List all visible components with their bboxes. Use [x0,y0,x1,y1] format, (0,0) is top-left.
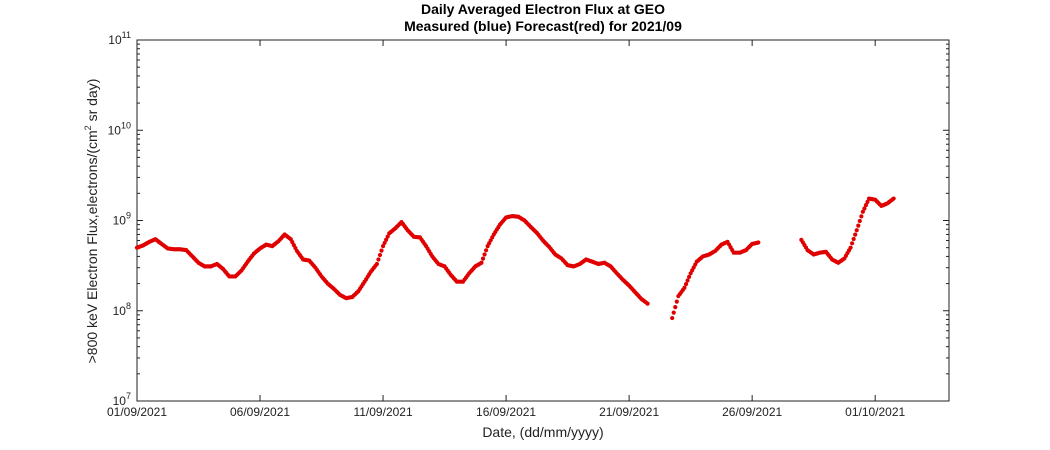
data-point [860,209,865,214]
x-tick-label: 26/09/2021 [722,405,782,419]
data-point [483,248,489,253]
data-point [891,196,896,201]
y-tick-exp: 11 [122,30,131,40]
y-tick-base: 10 [108,33,122,47]
data-point [851,236,856,242]
data-point [670,315,675,321]
data-point [374,261,380,267]
data-point [479,260,484,265]
data-point [480,256,486,261]
y-axis-label-sup: 2 [83,125,93,130]
data-point [671,310,676,315]
data-point [385,234,390,239]
data-point [856,223,861,228]
data-point [683,282,689,287]
data-point [379,248,384,253]
data-point [857,218,862,224]
y-tick-base: 10 [113,304,127,318]
x-tick-label: 16/09/2021 [476,405,536,419]
data-point [853,232,858,237]
x-tick-label: 06/09/2021 [230,405,290,419]
data-point [854,228,859,233]
x-tick-label: 01/09/2021 [107,405,167,419]
data-points [134,196,896,321]
y-tick-exp: 7 [126,391,131,401]
chart-title: Daily Averaged Electron Flux at GEO [421,1,665,17]
data-point [859,214,864,219]
y-axis-label: >800 keV Electron Flux,electrons/(cm2 sr… [83,79,100,364]
data-point [482,252,487,257]
data-point [377,252,383,258]
y-axis-label-main: >800 keV Electron Flux,electrons/(cm [84,130,100,363]
y-tick-label: 1010 [108,120,131,137]
data-point [756,240,761,245]
y-tick-exp: 9 [126,211,131,221]
data-point [862,206,867,211]
y-tick-label: 107 [113,391,131,408]
x-tick-label: 21/09/2021 [599,405,659,419]
y-tick-base: 10 [113,394,127,408]
y-tick-base: 10 [108,123,122,137]
data-point [376,257,381,262]
data-point [686,274,692,280]
chart-subtitle: Measured (blue) Forecast(red) for 2021/0… [404,18,682,34]
data-point [384,237,389,242]
y-tick-label: 109 [113,211,131,228]
data-point [682,285,687,290]
y-tick-label: 1011 [108,30,131,47]
data-point [382,240,387,246]
y-tick-exp: 8 [126,301,131,311]
y-tick-exp: 10 [121,120,131,130]
data-point [380,244,386,249]
data-point [685,278,690,283]
data-point [848,245,853,250]
x-tick-label: 01/10/2021 [845,405,905,419]
x-axis: 01/09/2021 06/09/2021 11/09/2021 16/09/2021… [107,40,906,419]
data-point [863,203,869,208]
y-tick-base: 10 [113,214,127,228]
plot-area [136,39,950,402]
data-point [850,241,855,246]
data-point [865,199,870,204]
y-tick-label: 108 [113,301,131,318]
data-point [674,299,679,304]
x-tick-label: 11/09/2021 [353,405,412,419]
data-point [673,305,678,310]
data-point [645,301,650,306]
x-axis-label: Date, (dd/mm/yyyy) [482,424,603,440]
y-axis-label-end: sr day) [84,79,100,126]
